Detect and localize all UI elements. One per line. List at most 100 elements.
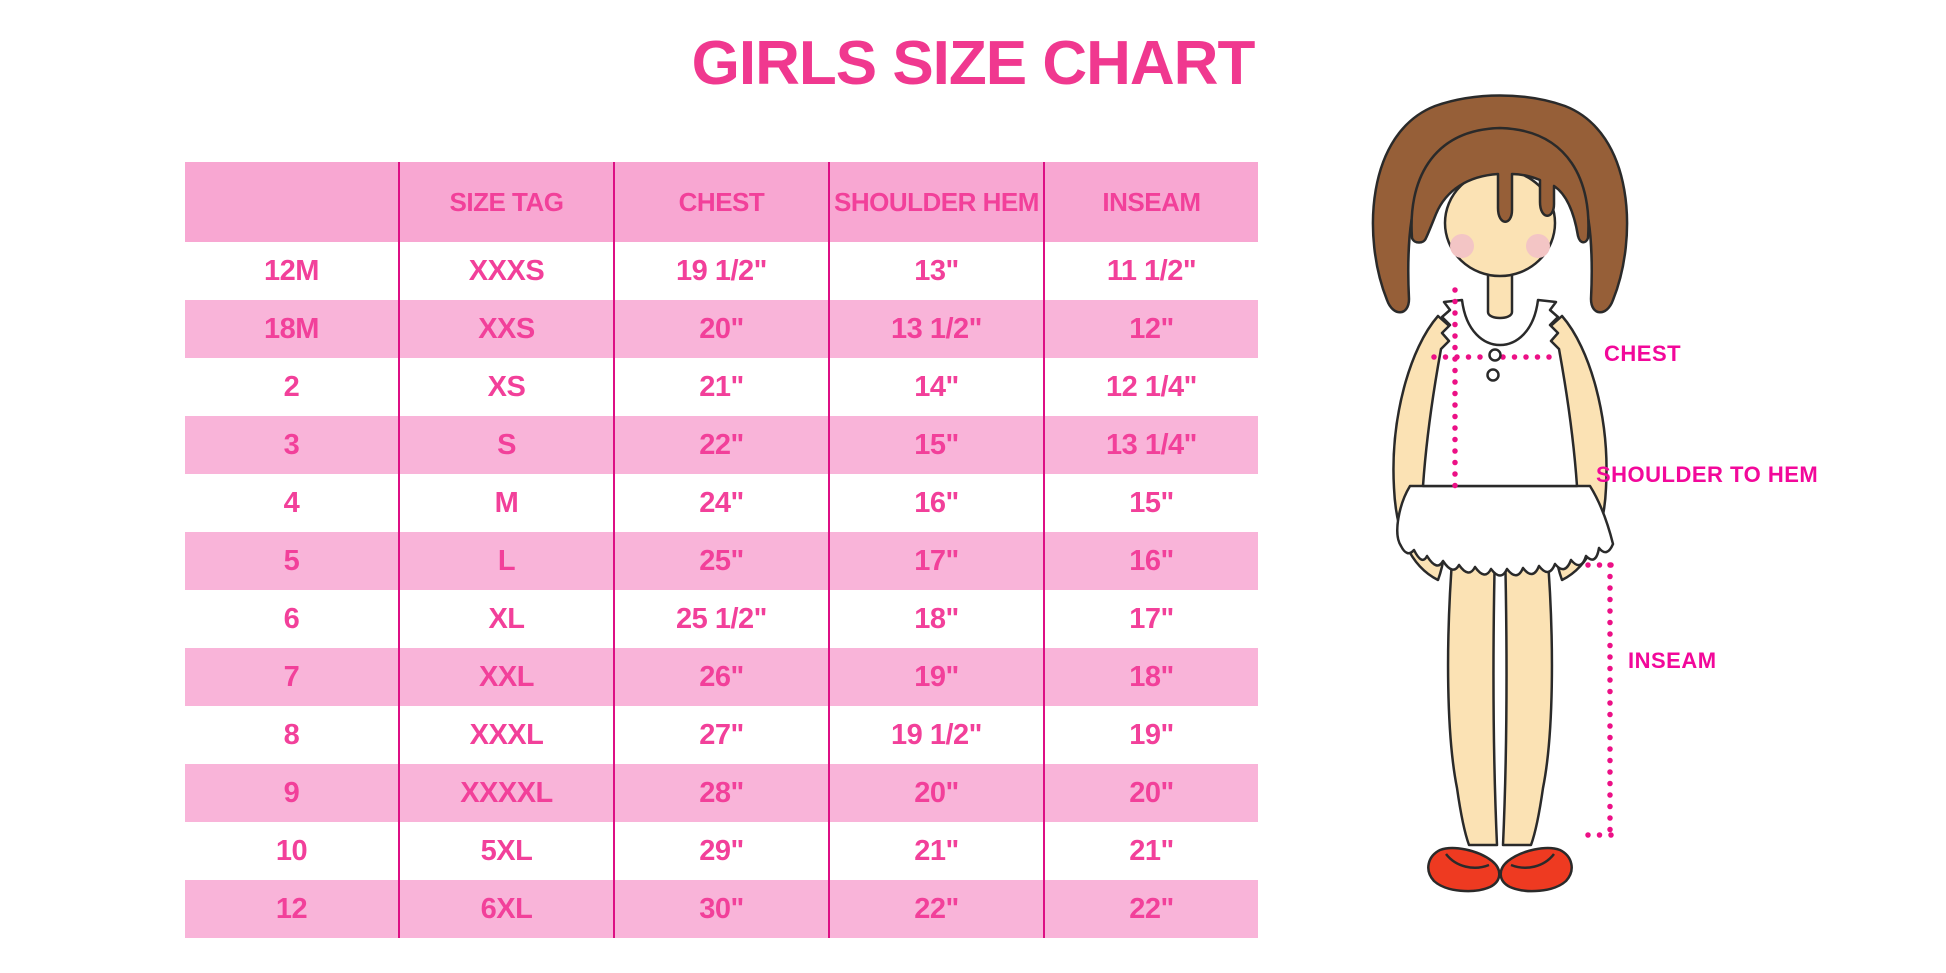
table-cell: 21" (1043, 822, 1258, 880)
table-cell: 21" (613, 358, 830, 416)
table-cell: 13 1/2" (828, 300, 1045, 358)
table-row: 3 S 22" 15" 13 1/4" (185, 416, 1258, 474)
table-cell: 11 1/2" (1043, 242, 1258, 300)
table-cell: L (399, 532, 615, 590)
table-cell: 19 1/2" (828, 706, 1045, 764)
table-cell: 13" (828, 242, 1045, 300)
table-cell: 18" (828, 590, 1045, 648)
table-cell: 7 (185, 648, 400, 706)
table-cell: 12M (185, 242, 400, 300)
hair-fringe (1410, 126, 1590, 244)
legs (1446, 546, 1554, 847)
table-row: 4 M 24" 16" 15" (185, 474, 1258, 532)
table-cell: 20" (613, 300, 830, 358)
table-cell: 20" (1043, 764, 1258, 822)
table-cell: 2 (185, 358, 400, 416)
table-cell: 12 (185, 880, 400, 938)
table-cell: 12 1/4" (1043, 358, 1258, 416)
neck (1486, 266, 1514, 320)
chest-label: CHEST (1604, 341, 1682, 366)
table-cell: 16" (828, 474, 1045, 532)
table-cell: XXXS (399, 242, 615, 300)
table-cell: 26" (613, 648, 830, 706)
table-cell: 19" (1043, 706, 1258, 764)
table-cell: 4 (185, 474, 400, 532)
table-row: 5 L 25" 17" 16" (185, 532, 1258, 590)
page-title: GIRLS SIZE CHART (691, 29, 1256, 98)
table-cell: XXL (399, 648, 615, 706)
table-row: 8 XXXL 27" 19 1/2" 19" (185, 706, 1258, 764)
table-head: SIZE TAG CHEST SHOULDER HEM INSEAM (185, 162, 1258, 242)
table-cell: 17" (828, 532, 1045, 590)
table-cell: 18" (1043, 648, 1258, 706)
table-cell: XXS (399, 300, 615, 358)
table-cell: 27" (613, 706, 830, 764)
table-cell: 19 1/2" (613, 242, 830, 300)
girl-illustration (1371, 94, 1629, 893)
table-cell: M (399, 474, 615, 532)
table-cell: 20" (828, 764, 1045, 822)
table-cell: 25" (613, 532, 830, 590)
column-header (185, 162, 400, 242)
table-cell: 13 1/4" (1043, 416, 1258, 474)
inseam-label: INSEAM (1628, 648, 1717, 673)
column-header: CHEST (613, 162, 830, 242)
table-cell: 21" (828, 822, 1045, 880)
table-header-row: SIZE TAG CHEST SHOULDER HEM INSEAM (185, 162, 1258, 242)
table-cell: 12" (1043, 300, 1258, 358)
size-table-grid: SIZE TAG CHEST SHOULDER HEM INSEAM 12M XXXS 1… (185, 162, 1258, 938)
table-row: 7 XXL 26" 19" 18" (185, 648, 1258, 706)
table-row: 9 XXXXL 28" 20" 20" (185, 764, 1258, 822)
table-cell: XXXL (399, 706, 615, 764)
table-cell: 6 (185, 590, 400, 648)
table-cell: 22" (1043, 880, 1258, 938)
bodice (1421, 298, 1579, 488)
table-body: 12M XXXS 19 1/2" 13" 11 1/2" 18M XXS 20" 13 1/2"… (185, 242, 1258, 938)
blush-right (1526, 234, 1550, 258)
table-cell: 30" (613, 880, 830, 938)
table-cell: 15" (1043, 474, 1258, 532)
table-row: 6 XL 25 1/2" 18" 17" (185, 590, 1258, 648)
table-cell: 29" (613, 822, 830, 880)
button-bottom (1486, 368, 1500, 382)
table-cell: XL (399, 590, 615, 648)
table-cell: S (399, 416, 615, 474)
table-cell: 5XL (399, 822, 615, 880)
column-header: SHOULDER HEM (828, 162, 1045, 242)
button-top (1488, 348, 1502, 362)
blush-left (1450, 234, 1474, 258)
table-row: 2 XS 21" 14" 12 1/4" (185, 358, 1258, 416)
table-cell: 17" (1043, 590, 1258, 648)
table-cell: XS (399, 358, 615, 416)
table-cell: 25 1/2" (613, 590, 830, 648)
table-cell: 22" (828, 880, 1045, 938)
table-cell: XXXXL (399, 764, 615, 822)
column-header: SIZE TAG (399, 162, 615, 242)
table-row: 12M XXXS 19 1/2" 13" 11 1/2" (185, 242, 1258, 300)
size-table: SIZE TAG CHEST SHOULDER HEM INSEAM 12M XXXS 1… (185, 162, 1258, 938)
shoulder-to-hem-label: SHOULDER TO HEM (1596, 462, 1819, 487)
measurement-lines (1431, 287, 1615, 838)
measurement-diagram: CHEST SHOULDER TO HEM INSEAM (1350, 88, 1850, 928)
table-cell: 5 (185, 532, 400, 590)
column-header: INSEAM (1043, 162, 1258, 242)
skirt (1396, 484, 1615, 577)
table-row: 18M XXS 20" 13 1/2" 12" (185, 300, 1258, 358)
table-cell: 16" (1043, 532, 1258, 590)
shoes (1427, 846, 1573, 893)
table-cell: 22" (613, 416, 830, 474)
table-cell: 10 (185, 822, 400, 880)
table-cell: 28" (613, 764, 830, 822)
table-cell: 24" (613, 474, 830, 532)
table-cell: 6XL (399, 880, 615, 938)
table-cell: 14" (828, 358, 1045, 416)
table-cell: 3 (185, 416, 400, 474)
table-row: 12 6XL 30" 22" 22" (185, 880, 1258, 938)
table-cell: 18M (185, 300, 400, 358)
table-cell: 19" (828, 648, 1045, 706)
table-cell: 15" (828, 416, 1045, 474)
table-cell: 9 (185, 764, 400, 822)
table-row: 10 5XL 29" 21" 21" (185, 822, 1258, 880)
table-cell: 8 (185, 706, 400, 764)
